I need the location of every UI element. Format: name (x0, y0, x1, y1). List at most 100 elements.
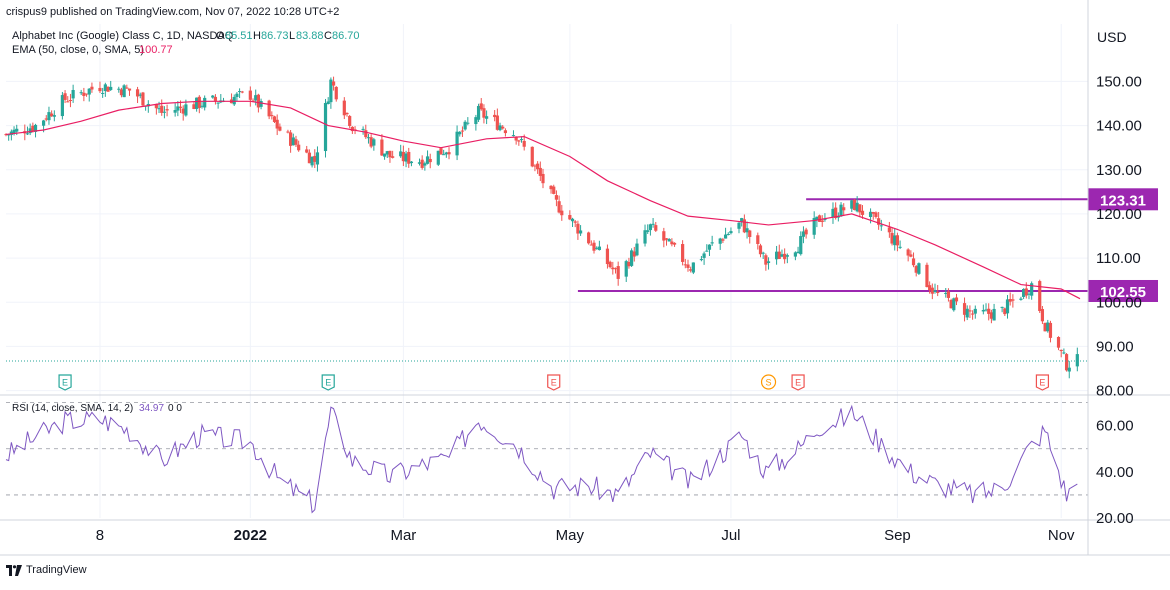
level-label: 102.55 (1100, 284, 1146, 301)
candle-body (511, 135, 516, 137)
candle-body (310, 156, 314, 166)
event-label: E (795, 378, 801, 388)
y-tick-label: 130.00 (1096, 162, 1142, 179)
candle-body (103, 84, 107, 91)
candle-body (686, 264, 690, 268)
candle-body (79, 92, 83, 94)
candle-body (458, 131, 462, 135)
candle-body (47, 112, 51, 121)
candle-body (382, 153, 387, 157)
candle-body (662, 231, 666, 241)
candle-body (1056, 337, 1061, 348)
candle-body (372, 139, 376, 146)
candle-body (971, 313, 975, 315)
candle-body (334, 86, 338, 100)
event-label: E (62, 378, 68, 388)
event-label: S (766, 378, 772, 388)
candle-body (50, 113, 54, 117)
candle-body (742, 219, 746, 233)
candle-body (401, 151, 405, 162)
candle-body (237, 91, 242, 93)
candle-body (962, 303, 967, 315)
candle-body (522, 140, 526, 147)
svg-text:O: O (216, 30, 225, 42)
candle-body (1075, 354, 1079, 367)
candle-body (192, 104, 196, 110)
candle-body (595, 247, 599, 249)
candle-body (278, 126, 282, 131)
candle-body (82, 92, 86, 96)
candle-body (954, 297, 959, 302)
candle-body (616, 266, 620, 279)
candle-body (664, 238, 669, 240)
candle-body (761, 252, 765, 254)
ema-line (5, 100, 1081, 300)
y-tick-label: 120.00 (1096, 206, 1142, 223)
candle-body (981, 310, 985, 312)
candle-body (380, 139, 384, 156)
candle-body (447, 152, 451, 155)
candle-body (307, 152, 312, 164)
candle-body (385, 151, 389, 155)
candle-body (84, 93, 89, 95)
candle-body (630, 250, 634, 266)
publisher-line: crispus9 published on TradingView.com, N… (6, 6, 340, 18)
candle-body (726, 233, 730, 235)
earnings-marker-icon (791, 374, 805, 391)
candle-body (834, 207, 838, 218)
candle-body (286, 131, 290, 133)
candle-body (313, 155, 317, 162)
x-tick-label: Nov (1048, 527, 1075, 544)
axes: 150.00 140.00 130.00 120.00 110.00 100.00 90.0… (0, 0, 1170, 556)
candle-body (721, 239, 725, 241)
candle-body (855, 202, 859, 212)
earnings-marker-icon (547, 374, 561, 391)
candle-body (906, 249, 910, 256)
horizontal-levels: 123.31 102.55 (577, 188, 1158, 302)
candle-body (831, 208, 835, 218)
level-label: 123.31 (1100, 192, 1146, 209)
candle-body (871, 211, 875, 214)
candle-body (705, 250, 709, 252)
x-tick-label: Mar (390, 527, 416, 544)
candle-body (12, 129, 16, 134)
candle-body (501, 126, 505, 129)
candle-body (275, 119, 279, 129)
candle-body (868, 211, 873, 218)
candle-body (925, 264, 929, 288)
candle-body (860, 210, 865, 215)
candle-body (879, 225, 883, 227)
candle-body (63, 93, 67, 100)
candle-body (672, 242, 677, 245)
split-marker-icon (760, 374, 777, 390)
y-tick-label: 90.00 (1096, 338, 1134, 355)
candle-body (552, 186, 556, 194)
candle-body (613, 268, 618, 270)
candle-body (777, 251, 781, 259)
candle-body (804, 229, 808, 235)
candle-body (259, 100, 263, 107)
candle-body (1019, 298, 1023, 300)
candle-body (689, 269, 693, 271)
x-tick-label: Jul (721, 527, 740, 544)
candle-body (911, 258, 916, 266)
candle-body (404, 153, 408, 162)
candle-body (315, 152, 320, 165)
candle-body (141, 92, 145, 106)
candle-body (197, 96, 201, 108)
grid-lines (6, 24, 1088, 518)
candle-body (538, 167, 542, 176)
candle-body (106, 86, 110, 92)
svg-text:L: L (289, 30, 295, 42)
candle-body (729, 231, 733, 234)
candle-body (329, 79, 333, 103)
candle-body (554, 195, 559, 200)
candle-body (992, 308, 996, 321)
candle-body (109, 86, 113, 90)
candle-body (423, 163, 427, 166)
candle-body (928, 285, 932, 290)
candle-body (417, 162, 422, 164)
earnings-marker-icon (58, 374, 72, 391)
